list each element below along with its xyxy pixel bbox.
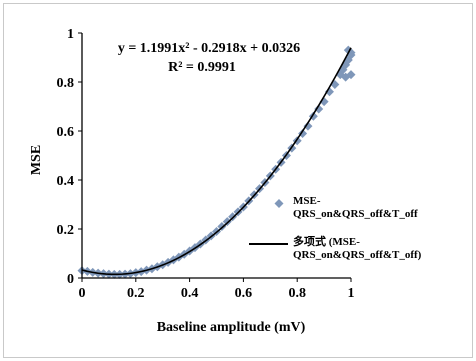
data-point (303, 121, 313, 131)
trendline-curve (81, 47, 352, 276)
y-tick-label: 1 (67, 27, 74, 42)
axes (81, 33, 351, 279)
y-tick-label: 0.6 (57, 125, 75, 140)
trendline-equation: y = 1.1991x² - 0.2918x + 0.0326 (118, 41, 300, 56)
x-axis-label: Baseline amplitude (mV) (157, 320, 306, 335)
y-axis-label: MSE (29, 145, 44, 175)
x-tick-label: 0.6 (235, 286, 253, 301)
y-tick-label: 0.8 (57, 76, 75, 91)
plot-area (77, 45, 356, 279)
x-tick-label: 0.8 (288, 286, 306, 301)
x-tick-label: 0 (79, 286, 86, 301)
x-axis-ticks: 0 0.2 0.4 0.6 0.8 1 (79, 278, 355, 301)
legend-marker-diamond (274, 199, 284, 208)
x-tick-label: 0.2 (127, 286, 145, 301)
data-point (222, 217, 232, 227)
y-axis-ticks: 0 0.2 0.4 0.6 0.8 1 (57, 27, 82, 287)
y-tick-label: 0 (67, 272, 74, 287)
x-tick-label: 1 (348, 286, 355, 301)
trendline-r2: R² = 0.9991 (168, 60, 236, 75)
legend-label-trendline: 多项式 (MSE- QRS_on&QRS_off&T_off) (293, 234, 422, 261)
legend-label-series: MSE- QRS_on&QRS_off&T_off (293, 195, 418, 220)
legend: MSE- QRS_on&QRS_off&T_off 多项式 (MSE- QRS_… (249, 195, 422, 261)
data-point (346, 70, 356, 80)
x-tick-label: 0.4 (181, 286, 199, 301)
y-tick-label: 0.4 (57, 174, 75, 189)
data-point (314, 104, 324, 114)
y-tick-label: 0.2 (57, 223, 75, 238)
